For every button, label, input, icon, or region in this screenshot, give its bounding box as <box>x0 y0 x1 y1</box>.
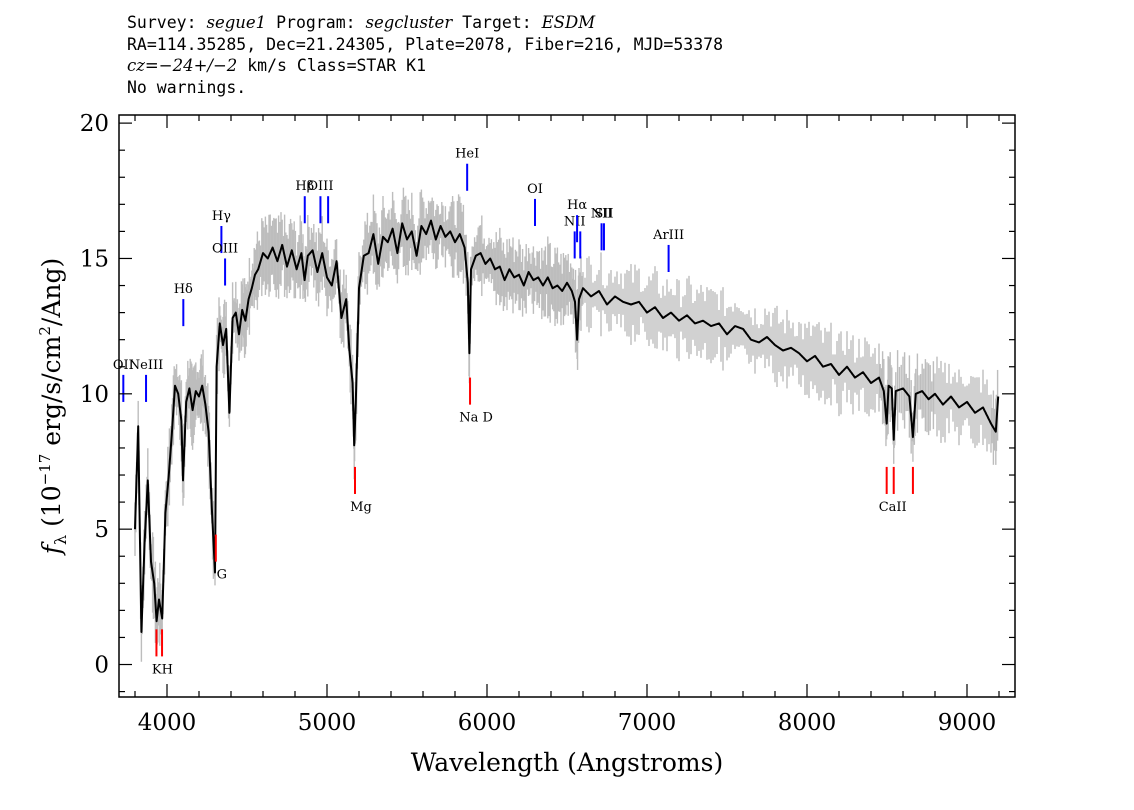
y-tick-label: 20 <box>80 111 109 137</box>
cz-value: −24+/−2 <box>158 56 238 76</box>
emission-line-label: OII <box>113 358 134 373</box>
emission-line-label: HeI <box>455 147 479 162</box>
emission-line-label: NII <box>591 206 613 221</box>
error-band <box>134 187 999 662</box>
header-line-survey: Survey: segue1 Program: segcluster Targe… <box>127 12 723 34</box>
program-label: Program: <box>266 13 366 32</box>
y-tick-label: 5 <box>94 517 109 543</box>
absorption-line-label: Na D <box>459 411 493 426</box>
x-tick-label: 8000 <box>778 710 837 736</box>
x-tick-label: 6000 <box>458 710 517 736</box>
y-tick-label: 10 <box>80 382 109 408</box>
spectrum-header: Survey: segue1 Program: segcluster Targe… <box>127 12 723 98</box>
class-text: km/s Class=STAR K1 <box>237 56 427 76</box>
emission-line-label: Hδ <box>174 282 193 297</box>
emission-line-label: OIII <box>212 241 238 256</box>
header-line-redshift: cz=−24+/−2 km/s Class=STAR K1 <box>127 55 723 77</box>
x-tick-label: 5000 <box>298 710 357 736</box>
emission-line-label: Hβ <box>295 179 314 194</box>
emission-line-label: Hγ <box>212 209 231 224</box>
x-tick-label: 4000 <box>138 710 197 736</box>
header-line-coordinates: RA=114.35285, Dec=21.24305, Plate=2078, … <box>127 34 724 54</box>
emission-line-label: OIII <box>307 179 333 194</box>
absorption-line-label: G <box>217 568 227 583</box>
emission-line-label: Hα <box>567 198 587 213</box>
target-label: Target: <box>452 13 542 32</box>
target-value: ESDM <box>541 13 596 32</box>
y-tick-label: 0 <box>94 653 109 679</box>
absorption-line-label: KH <box>152 662 173 677</box>
spectrum-line <box>134 219 1000 633</box>
absorption-line-label: Mg <box>350 500 372 515</box>
x-tick-label: 9000 <box>938 710 997 736</box>
survey-label: Survey: <box>127 13 207 32</box>
plot-frame <box>118 114 1016 698</box>
emission-line-label: OI <box>527 182 543 197</box>
survey-value: segue1 <box>206 13 267 32</box>
header-line-warnings: No warnings. <box>127 77 247 97</box>
x-tick-label: 7000 <box>618 710 677 736</box>
emission-line-label: ArIII <box>652 228 684 243</box>
y-tick-label: 15 <box>80 246 109 272</box>
y-axis-title: fλ (10−17 erg/s/cm2/Ang) <box>36 258 70 557</box>
axis-ticks: 4000 5000 6000 7000 8000 9000 0 5 10 15 20 <box>80 111 1015 736</box>
cz-label: cz= <box>127 56 159 76</box>
emission-line-label: NII <box>564 214 586 229</box>
line-markers: OIINeIIIHδHγOIIIHβOIIIHeIOINIIHαNIISIIAr… <box>113 147 914 677</box>
absorption-line-label: CaII <box>879 500 907 515</box>
x-axis-title: Wavelength (Angstroms) <box>411 748 723 777</box>
program-value: segcluster <box>365 13 453 32</box>
emission-line-label: NeIII <box>129 358 163 373</box>
emission-line-label: SII <box>594 206 613 221</box>
